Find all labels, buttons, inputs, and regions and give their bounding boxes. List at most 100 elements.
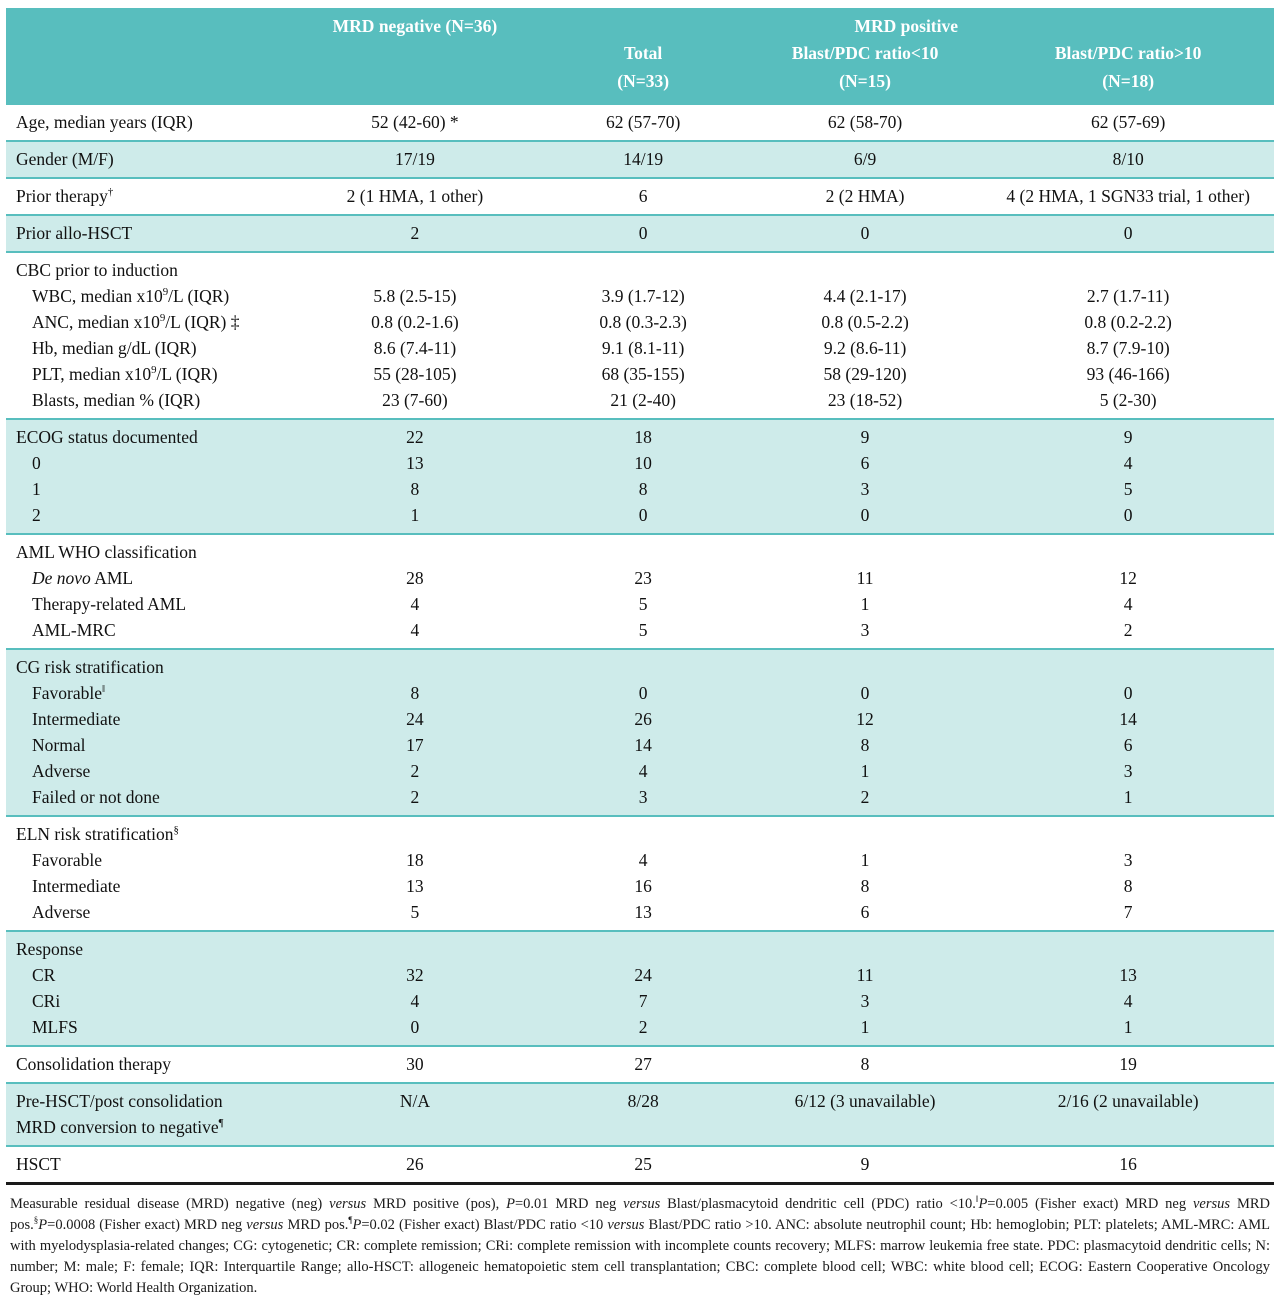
cell-value: 93 (46-166) — [1086, 364, 1170, 385]
cell-value: 7 — [1123, 902, 1133, 923]
row-label: Failed or not done — [32, 787, 160, 808]
cell-value: 2 — [410, 787, 420, 808]
cell-value: 24 — [634, 965, 652, 986]
cell-value: 0 — [860, 683, 870, 704]
footnote-text: Measurable residual disease (MRD) negati… — [10, 1194, 1270, 1297]
cell-value: 2 (1 HMA, 1 other) — [346, 186, 484, 207]
row-label: ANC, median x109/L (IQR) ‡ — [32, 312, 240, 333]
row-label: PLT, median x109/L (IQR) — [32, 364, 218, 385]
cell-value: 12 — [856, 709, 874, 730]
row-label: Normal — [32, 735, 86, 756]
column-header-mrd-positive: MRD positive — [854, 16, 959, 36]
table-band: ECOG status documented 22 18 9 9 0 13 10 6 4 1 8 8 3 5… — [6, 418, 1274, 534]
cell-value: 4.4 (2.1-17) — [823, 286, 907, 307]
cell-value: 0 — [1123, 505, 1133, 526]
cell-value — [291, 654, 538, 680]
cell-value — [291, 821, 538, 847]
row-label: Response — [16, 939, 84, 960]
cell-value — [982, 821, 1274, 847]
table-row: Normal 17 14 8 6 — [6, 732, 1274, 758]
cell-value: 62 (57-69) — [1090, 112, 1166, 133]
row-label: 2 — [32, 505, 41, 526]
table-row: Hb, median g/dL (IQR) 8.6 (7.4-11) 9.1 (8.… — [6, 335, 1274, 361]
cell-value: 17/19 — [394, 149, 435, 170]
cell-value: 32 — [406, 965, 424, 986]
cell-value: 0 — [638, 505, 648, 526]
cell-value: 8.7 (7.9-10) — [1086, 338, 1170, 359]
cell-value: 4 — [410, 991, 420, 1012]
cell-value: 0 — [638, 223, 648, 244]
table-band: Response CR 32 24 11 13 CRi 4 7 3 4 MLFS 0 2 1 1 — [6, 930, 1274, 1046]
cell-value: 26 — [634, 709, 652, 730]
cell-value: 52 (42-60) * — [371, 112, 459, 133]
cell-value: 28 — [406, 568, 424, 589]
cell-value: 62 (58-70) — [827, 112, 903, 133]
table-row: Failed or not done 2 3 2 1 — [6, 784, 1274, 810]
row-label: Adverse — [32, 761, 91, 782]
table-row: Age, median years (IQR) 52 (42-60) * 62 (5… — [6, 109, 1274, 135]
cell-value: 0 — [1123, 223, 1133, 244]
cell-value: 4 (2 HMA, 1 SGN33 trial, 1 other) — [1006, 186, 1250, 207]
table-row: Intermediate 13 16 8 8 — [6, 873, 1274, 899]
cell-value — [748, 936, 983, 962]
cell-value: 6/12 (3 unavailable) — [794, 1091, 936, 1112]
cell-value: 2/16 (2 unavailable) — [1057, 1091, 1199, 1112]
row-label: CRi — [32, 991, 61, 1012]
cell-value — [982, 654, 1274, 680]
table-row: CG risk stratification — [6, 654, 1274, 680]
cell-value — [291, 936, 538, 962]
table-row: WBC, median x109/L (IQR) 5.8 (2.5-15) 3.9 … — [6, 283, 1274, 309]
cell-value: 6/9 — [853, 149, 877, 170]
table-row: ECOG status documented 22 18 9 9 — [6, 424, 1274, 450]
cell-value: 68 (35-155) — [601, 364, 685, 385]
cell-value: 16 — [634, 876, 652, 897]
cell-value: 12 — [1119, 568, 1137, 589]
row-label: 1 — [32, 479, 41, 500]
cell-value: 8 — [410, 479, 420, 500]
table-row: Adverse 2 4 1 3 — [6, 758, 1274, 784]
table-row: Prior allo-HSCT 2 0 0 0 — [6, 220, 1274, 246]
cell-value — [748, 539, 983, 565]
table-row: Response — [6, 936, 1274, 962]
cell-value: 4 — [1123, 991, 1133, 1012]
cell-value: 6 — [1123, 735, 1133, 756]
cell-value: 6 — [638, 186, 648, 207]
column-header-blast-pdc-ratio-gt10: Blast/PDC ratio>10 (N=18) — [1054, 43, 1202, 92]
cell-value: 18 — [634, 427, 652, 448]
cell-value — [539, 539, 748, 565]
cell-value: 8.6 (7.4-11) — [373, 338, 457, 359]
table-row: 2 1 0 0 0 — [6, 502, 1274, 528]
cell-value — [291, 539, 538, 565]
cell-value: 58 (29-120) — [823, 364, 907, 385]
cell-value: 13 — [406, 876, 424, 897]
cell-value: 4 — [410, 620, 420, 641]
row-label: De novo AML — [32, 568, 134, 589]
column-header-mrd-negative: MRD negative (N=36) — [332, 16, 498, 36]
cell-value: 2 — [638, 1017, 648, 1038]
cell-value: 19 — [1119, 1054, 1137, 1075]
cell-value: 2 (2 HMA) — [825, 186, 905, 207]
cell-value: 14 — [634, 735, 652, 756]
cell-value: 5 — [638, 620, 648, 641]
cell-value: 2 — [1123, 620, 1133, 641]
table-row: CBC prior to induction — [6, 257, 1274, 283]
cell-value — [291, 257, 538, 283]
cell-value: 0.8 (0.2-1.6) — [371, 312, 459, 333]
cell-value: 0.8 (0.3-2.3) — [599, 312, 687, 333]
table-band: Prior allo-HSCT 2 0 0 0 — [6, 214, 1274, 252]
cell-value: 8 — [860, 735, 870, 756]
cell-value: 8 — [410, 683, 420, 704]
cell-value: 7 — [638, 991, 648, 1012]
table-band: ELN risk stratification§ Favorable 18 4 1 3 In… — [6, 815, 1274, 931]
table-row: ELN risk stratification§ — [6, 821, 1274, 847]
cell-value: 13 — [634, 902, 652, 923]
cell-value: 1 — [1123, 1017, 1133, 1038]
row-label: Pre-HSCT/post consolidation MRD conversio… — [16, 1091, 224, 1138]
row-label: MLFS — [32, 1017, 78, 1038]
table-row: De novo AML 28 23 11 12 — [6, 565, 1274, 591]
cell-value: 13 — [1119, 965, 1137, 986]
table-row: Favorable 18 4 1 3 — [6, 847, 1274, 873]
cell-value: 5 (2-30) — [1099, 390, 1157, 411]
cell-value: 25 — [634, 1154, 652, 1175]
